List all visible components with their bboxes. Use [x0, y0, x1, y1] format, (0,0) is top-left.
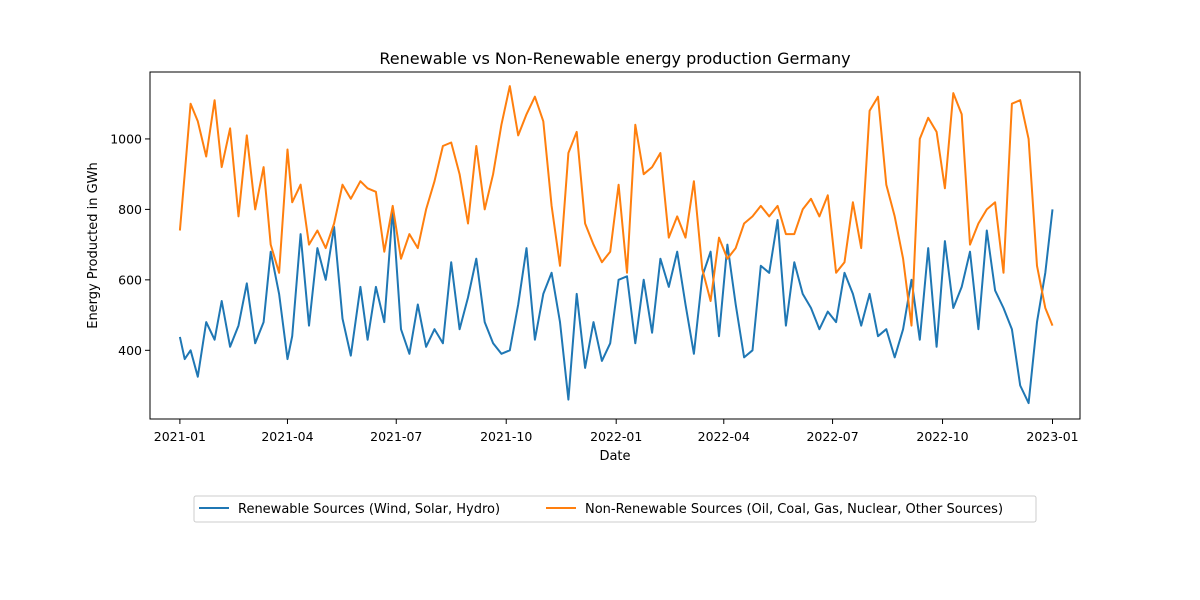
y-tick-label: 800 — [118, 202, 142, 217]
series-line-renewable — [178, 208, 1054, 405]
x-tick-label: 2021-04 — [261, 429, 313, 444]
x-axis: 2021-01 2021-04 2021-07 2021-10 2022-01 2022-… — [154, 419, 1079, 444]
legend-box — [193, 495, 1037, 523]
x-tick-label: 2022-10 — [916, 429, 968, 444]
x-tick-label: 2021-01 — [154, 429, 206, 444]
y-axis: 400 600 800 1000 — [110, 131, 150, 358]
y-tick-label: 1000 — [110, 131, 142, 146]
y-tick-label: 400 — [118, 343, 142, 358]
y-tick-label: 600 — [118, 272, 142, 287]
series-layer — [178, 85, 1054, 405]
plot-area — [150, 72, 1080, 419]
x-tick-label: 2022-01 — [590, 429, 642, 444]
chart-title: Renewable vs Non-Renewable energy produc… — [379, 49, 850, 68]
x-tick-label: 2021-10 — [480, 429, 532, 444]
x-tick-label: 2021-07 — [370, 429, 422, 444]
x-axis-label: Date — [599, 449, 630, 464]
series-line-non-renewable — [178, 85, 1054, 327]
y-axis-label: Energy Producted in GWh — [86, 162, 101, 329]
legend-label-renewable: Renewable Sources (Wind, Solar, Hydro) — [238, 502, 500, 517]
x-tick-label: 2022-04 — [698, 429, 750, 444]
legend: Renewable Sources (Wind, Solar, Hydro) N… — [193, 495, 1037, 523]
legend-label-non-renewable: Non-Renewable Sources (Oil, Coal, Gas, N… — [585, 502, 1003, 517]
plot-frame — [149, 71, 1081, 420]
x-tick-label: 2022-07 — [806, 429, 858, 444]
x-tick-label: 2023-01 — [1026, 429, 1078, 444]
